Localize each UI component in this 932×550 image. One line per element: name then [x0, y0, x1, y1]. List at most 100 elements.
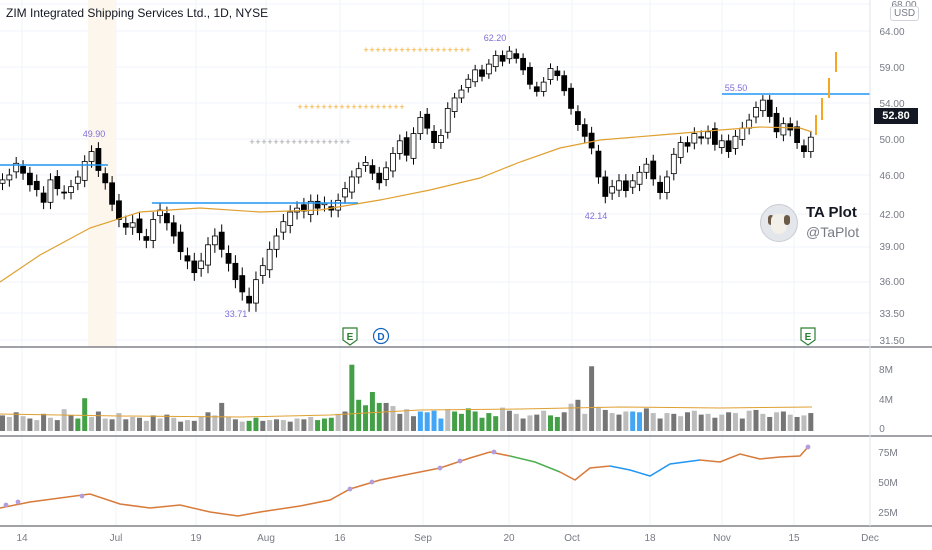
plus-marker: +	[399, 45, 404, 55]
volume-bar	[226, 416, 232, 431]
volume-bar	[712, 417, 718, 431]
obv-line-segment	[609, 459, 701, 477]
volume-bar	[767, 416, 773, 431]
volume-bar	[191, 420, 197, 431]
plus-marker: +	[375, 102, 380, 112]
volume-bar	[664, 413, 670, 431]
candle-body	[273, 235, 280, 250]
volume-bar	[75, 418, 81, 431]
candle-body	[143, 236, 150, 241]
time-label: 16	[334, 533, 346, 544]
volume-bar	[34, 420, 40, 431]
volume-bar	[246, 420, 252, 431]
indicator-tick: 50M	[878, 478, 897, 489]
volume-bar	[541, 410, 547, 431]
plus-marker: +	[333, 137, 338, 147]
candle-body	[602, 176, 609, 197]
plus-marker: +	[405, 45, 410, 55]
candle-body	[718, 140, 725, 148]
candle-body	[88, 151, 95, 162]
volume-bar	[616, 414, 622, 431]
plus-marker: +	[381, 45, 386, 55]
candle-body	[794, 126, 800, 143]
volume-bar	[205, 412, 211, 431]
candle-body	[568, 87, 574, 109]
candle-body	[0, 179, 6, 184]
volume-axis[interactable]: 8M 4M 0	[879, 365, 893, 435]
price-tick: 39.00	[879, 242, 904, 253]
candle-body	[95, 148, 102, 171]
volume-bar	[438, 418, 444, 431]
earnings-marker[interactable]: E	[800, 327, 816, 346]
volume-bar	[95, 411, 101, 431]
candle-body	[657, 181, 663, 193]
dividend-marker[interactable]: D	[372, 327, 390, 345]
volume-bar	[342, 411, 348, 431]
plus-marker: +	[267, 137, 272, 147]
candle-body	[47, 179, 54, 203]
volume-bar	[739, 418, 745, 431]
plus-marker: +	[381, 102, 386, 112]
time-label: Sep	[414, 533, 432, 544]
author-handle: @TaPlot	[806, 224, 860, 240]
candle-body	[677, 142, 684, 158]
session-shade	[88, 0, 116, 347]
plus-marker: +	[429, 45, 434, 55]
candle-body	[369, 165, 376, 174]
candle-body	[705, 131, 711, 139]
price-axis[interactable]: 68.00 64.00 59.00 54.00 50.00 46.00 42.0…	[879, 0, 916, 347]
plus-marker: +	[255, 137, 260, 147]
volume-bar	[657, 418, 663, 431]
obv-signal-dot	[457, 458, 463, 464]
candle-body	[540, 81, 547, 92]
currency-badge[interactable]: USD	[890, 6, 920, 21]
candle-body	[712, 128, 718, 145]
candle-body	[33, 180, 40, 191]
candle-body	[581, 124, 588, 137]
plus-marker: +	[327, 137, 332, 147]
volume-bar	[746, 410, 752, 431]
volume-bar	[137, 417, 142, 431]
volume-bar	[705, 413, 711, 431]
volume-bar	[637, 412, 643, 431]
earnings-icon	[342, 327, 358, 346]
swing-high-label: 49.90	[83, 129, 106, 139]
volume-bar	[54, 420, 60, 431]
plus-marker: +	[303, 102, 308, 112]
time-axis[interactable]: 14 Jul 19 Aug 16 Sep 20 Oct 18 Nov 15 De…	[16, 533, 878, 544]
last-price-label: 52.80	[874, 108, 918, 124]
volume-bar	[315, 420, 321, 431]
candle-body	[643, 163, 650, 173]
candle-body	[575, 111, 581, 126]
candle-body	[766, 99, 773, 117]
candle-body	[787, 123, 794, 131]
plus-marker: +	[441, 45, 446, 55]
plus-marker: +	[375, 45, 380, 55]
candle-body	[670, 153, 677, 175]
plus-marker: +	[315, 102, 320, 112]
plus-marker: +	[357, 102, 362, 112]
obv-line-segment	[0, 451, 511, 517]
time-label: Oct	[564, 533, 580, 544]
candle-body	[616, 180, 622, 191]
swing-high-label: 55.50	[725, 83, 748, 93]
candle-body	[129, 222, 136, 228]
volume-bar	[520, 418, 526, 431]
candle-body	[801, 145, 807, 152]
symbol-title[interactable]: ZIM Integrated Shipping Services Ltd., 1…	[6, 6, 269, 20]
volume-bar	[493, 416, 499, 431]
volume-bar	[212, 415, 218, 431]
indicator-axis[interactable]: 75M 50M 25M	[878, 448, 897, 519]
plus-marker: +	[345, 102, 350, 112]
plus-marker: +	[261, 137, 266, 147]
volume-bar	[41, 413, 47, 431]
candle-body	[6, 174, 13, 181]
candle-body	[198, 260, 205, 269]
earnings-marker[interactable]: E	[342, 327, 358, 346]
time-label: Nov	[713, 533, 731, 544]
dividend-letter: D	[377, 332, 384, 343]
volume-bar	[554, 416, 560, 431]
volume-bar	[671, 413, 677, 431]
candle-body	[122, 222, 129, 228]
